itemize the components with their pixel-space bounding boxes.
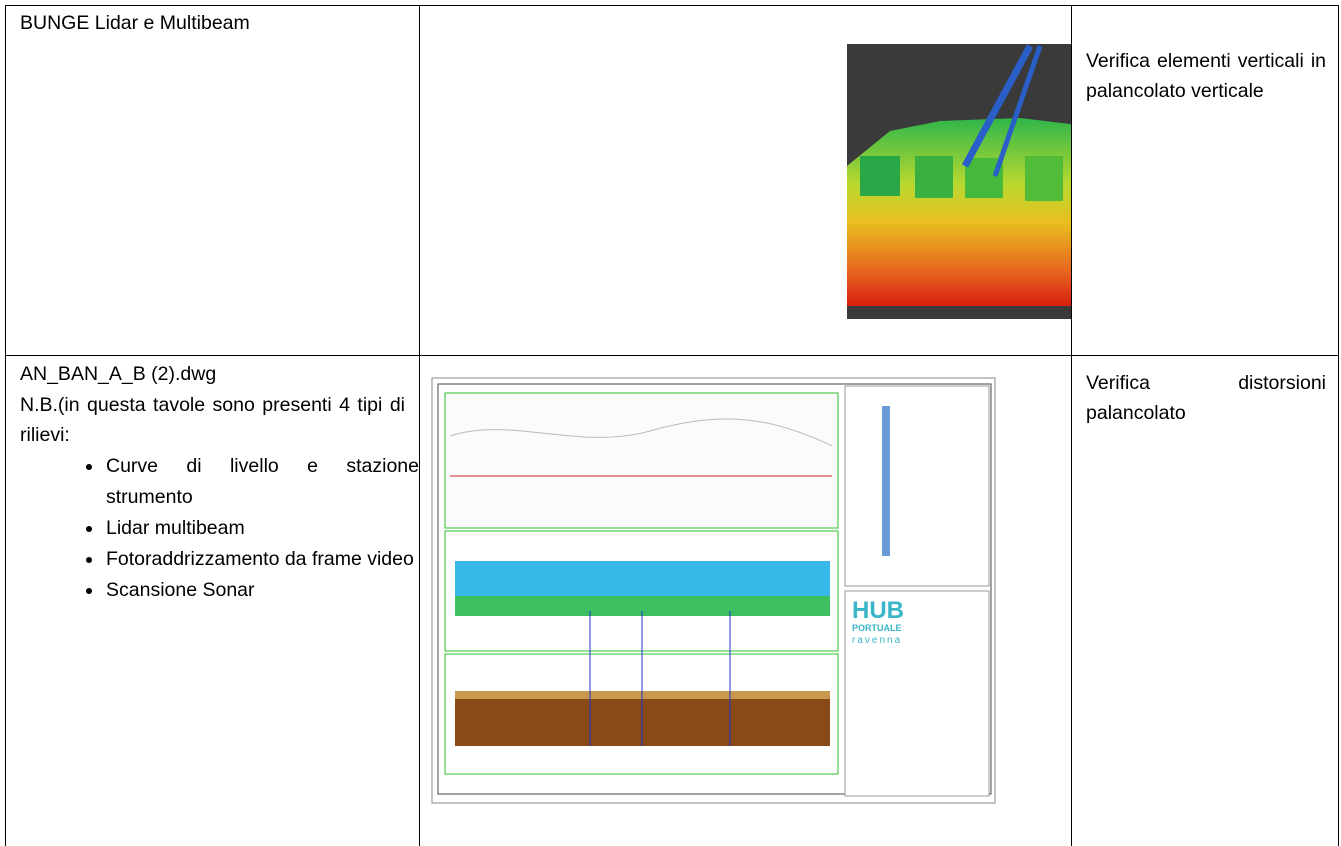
purpose-text: Verifica elementi verticali in palancola… (1072, 6, 1338, 106)
source-text: BUNGE Lidar e Multibeam (6, 6, 419, 39)
lidar-image (420, 6, 1071, 326)
source-block: AN_BAN_A_B (2).dwg N.B.(in questa tavole… (6, 356, 419, 451)
survey-item: Fotoraddrizzamento da frame video (104, 544, 419, 575)
cell: HUB PORTUALE ravenna (420, 356, 1072, 846)
note-text: N.B.(in questa tavole sono presenti 4 ti… (20, 390, 405, 451)
cell: AN_BAN_A_B (2).dwg N.B.(in questa tavole… (6, 356, 420, 846)
survey-item: Lidar multibeam (104, 513, 419, 544)
purpose-text: Verifica distorsioni palancolato (1072, 356, 1338, 428)
cell: Verifica elementi verticali in palancola… (1072, 6, 1339, 356)
cell: BUNGE Lidar e Multibeam (6, 6, 420, 356)
logo-text: HUB (852, 597, 904, 624)
page: BUNGE Lidar e Multibeam Verifica element… (0, 0, 1341, 843)
cell (420, 6, 1072, 356)
logo-text: ravenna (852, 635, 902, 646)
source-text: AN_BAN_A_B (2).dwg (20, 359, 405, 390)
survey-list: Curve di livello e stazione strumentoLid… (6, 451, 419, 606)
survey-item: Curve di livello e stazione strumento (104, 451, 419, 513)
drawing-image: HUB PORTUALE ravenna (420, 356, 1071, 816)
survey-item: Scansione Sonar (104, 575, 419, 606)
cell: Verifica distorsioni palancolato (1072, 356, 1339, 846)
comparison-table: BUNGE Lidar e Multibeam Verifica element… (5, 5, 1339, 846)
row: BUNGE Lidar e Multibeam Verifica element… (6, 6, 1339, 356)
logo-text: PORTUALE (852, 623, 902, 633)
row: AN_BAN_A_B (2).dwg N.B.(in questa tavole… (6, 356, 1339, 846)
